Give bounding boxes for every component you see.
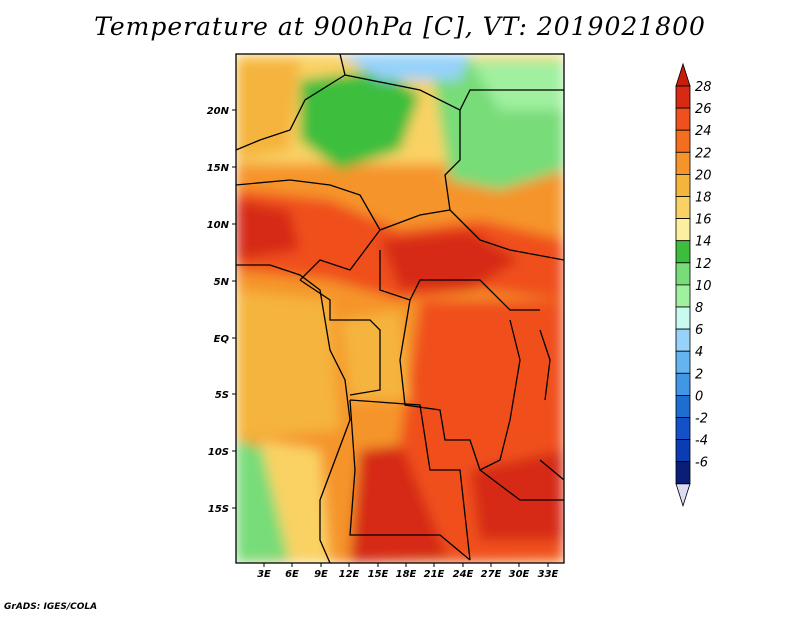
lat-tick-label: 15S [208, 504, 229, 515]
colorbar-label: 8 [695, 301, 703, 316]
lat-tick-label: 10S [208, 447, 229, 458]
lon-tick-label: 6E [285, 569, 299, 580]
colorbar-label: 22 [695, 146, 712, 161]
lon-tick-label: 3E [257, 569, 271, 580]
lat-tick-label: 10N [207, 220, 230, 231]
colorbar-swatch [675, 196, 691, 220]
lon-tick-label: 18E [396, 569, 417, 580]
lat-tick-label: 5N [214, 277, 230, 288]
colorbar-label: 26 [695, 102, 712, 117]
colorbar-swatch [675, 262, 691, 286]
lat-tick-label: 5S [215, 390, 229, 401]
longitude-axis: 3E 6E 9E 12E 15E 18E 21E 24E 27E 30E 33E [257, 563, 559, 580]
lat-tick-label: 15N [207, 163, 230, 174]
lon-tick-label: 12E [339, 569, 360, 580]
colorbar-swatch [675, 218, 691, 242]
colorbar-label: 6 [695, 323, 703, 338]
colorbar-label: 4 [695, 345, 703, 360]
colorbar-swatch [675, 350, 691, 374]
colorbar-swatch [675, 107, 691, 131]
lon-tick-label: 33E [538, 569, 559, 580]
colorbar-swatch [675, 417, 691, 441]
colorbar-label: 16 [695, 213, 712, 228]
colorbar-swatch [675, 439, 691, 463]
colorbar-label: 24 [695, 124, 712, 139]
map-frame [235, 53, 565, 564]
lon-tick-label: 21E [424, 569, 445, 580]
colorbar-label: 20 [695, 168, 712, 183]
colorbar-swatch [675, 151, 691, 175]
lon-tick-label: 30E [509, 569, 530, 580]
colorbar-label: -2 [695, 412, 708, 427]
colorbar-label: 10 [695, 279, 712, 294]
lon-tick-label: 15E [368, 569, 389, 580]
lon-tick-label: 9E [314, 569, 328, 580]
colorbar-swatch [675, 240, 691, 264]
colorbar-swatch [675, 306, 691, 330]
temperature-field [236, 54, 564, 563]
lat-tick-label: EQ [214, 334, 230, 345]
latitude-axis: 20N 15N 10N 5N EQ 5S 10S 15S [207, 106, 236, 515]
colorbar-swatch [675, 129, 691, 153]
colorbar-bottom-arrow [675, 483, 691, 508]
lat-tick-label: 20N [207, 106, 230, 117]
lon-tick-label: 27E [481, 569, 502, 580]
colorbar-label: -4 [695, 434, 708, 449]
map-title: Temperature at 900hPa [C], VT: 201902180… [94, 12, 706, 41]
colorbar-label: -6 [695, 456, 708, 471]
colorbar-swatch [675, 372, 691, 396]
colorbar-label: 18 [695, 191, 712, 206]
colorbar-label: 12 [695, 257, 712, 272]
colorbar-swatch [675, 394, 691, 418]
colorbar-swatch [675, 328, 691, 352]
colorbar-label: 14 [695, 235, 712, 250]
colorbar-swatch [675, 461, 691, 485]
colorbar-label: 2 [695, 367, 703, 382]
colorbar-swatch [675, 173, 691, 197]
colorbar-swatch [675, 284, 691, 308]
lon-tick-label: 24E [453, 569, 474, 580]
colorbar-label: 28 [695, 80, 712, 95]
credit-text: GrADS: IGES/COLA [4, 602, 98, 612]
colorbar-top-arrow [675, 62, 691, 87]
colorbar-swatch [675, 85, 691, 109]
colorbar-label: 0 [695, 389, 703, 404]
